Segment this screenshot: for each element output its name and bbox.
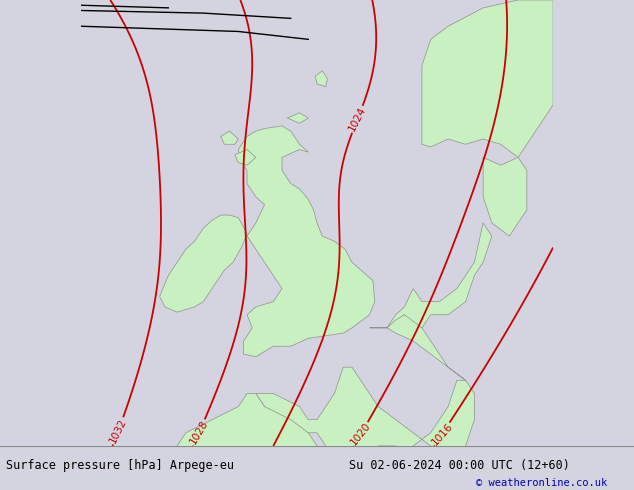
Polygon shape	[256, 315, 474, 459]
Polygon shape	[422, 0, 553, 157]
Polygon shape	[315, 71, 328, 87]
Polygon shape	[235, 149, 256, 165]
Polygon shape	[287, 113, 308, 123]
Text: 1032: 1032	[108, 417, 129, 445]
Polygon shape	[177, 393, 404, 490]
Polygon shape	[160, 215, 247, 312]
Text: Su 02-06-2024 00:00 UTC (12+60): Su 02-06-2024 00:00 UTC (12+60)	[349, 459, 569, 472]
Polygon shape	[238, 126, 375, 357]
Text: 1028: 1028	[188, 418, 210, 446]
Text: © weatheronline.co.uk: © weatheronline.co.uk	[476, 478, 607, 488]
Polygon shape	[483, 157, 527, 236]
Text: Surface pressure [hPa] Arpege-eu: Surface pressure [hPa] Arpege-eu	[6, 459, 235, 472]
Text: 1024: 1024	[347, 105, 368, 133]
Text: 1020: 1020	[349, 420, 373, 447]
Text: 1016: 1016	[430, 421, 455, 447]
Polygon shape	[221, 131, 238, 144]
Polygon shape	[387, 223, 492, 328]
